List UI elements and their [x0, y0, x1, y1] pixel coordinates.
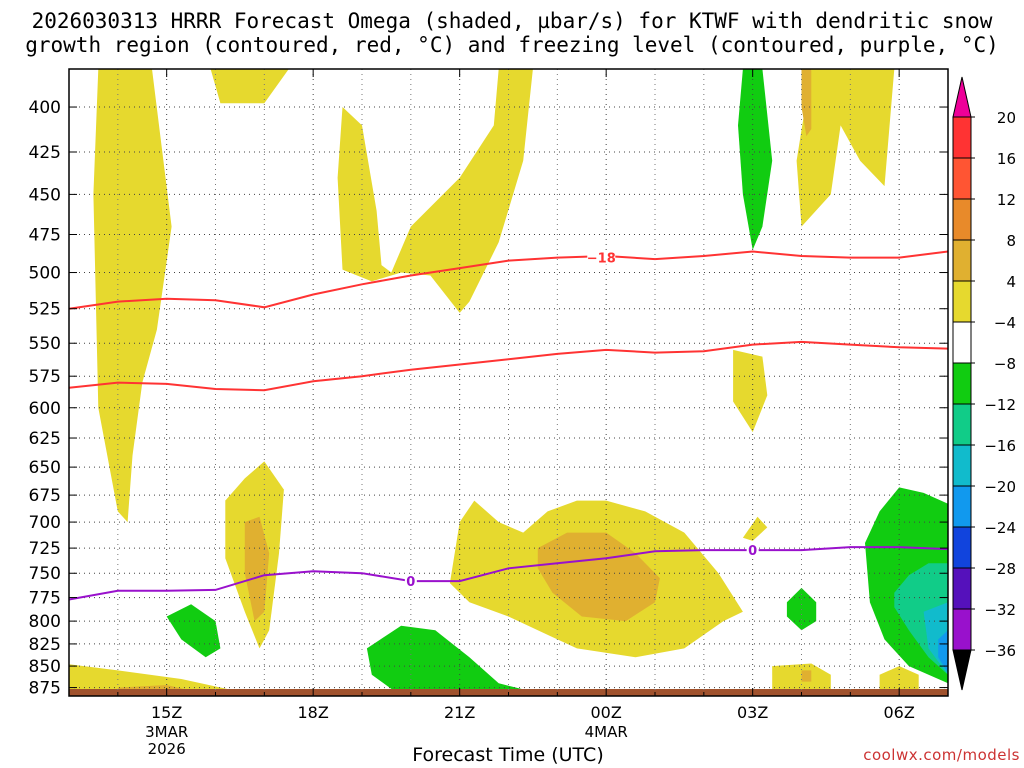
y-tick-label: 525	[29, 300, 61, 320]
omega-shaded-region	[166, 604, 221, 658]
contour-label-bg	[587, 250, 616, 265]
x-tick-label: 21Z	[444, 703, 475, 722]
chart-title-line-1: 2026030313 HRRR Forecast Omega (shaded, …	[31, 9, 993, 33]
omega-shaded-region	[69, 664, 240, 696]
y-tick-label: 800	[29, 612, 61, 632]
contour-label-bg	[746, 543, 759, 558]
x-tick-label: 03Z	[737, 703, 768, 722]
credit-link[interactable]: coolwx.com/models	[863, 746, 1020, 764]
colorbar-label: 20	[997, 109, 1016, 127]
omega-shaded-region	[742, 516, 768, 541]
y-tick-label: 775	[29, 589, 61, 609]
chart-title-line-2: growth region (contoured, red, °C) and f…	[25, 33, 999, 57]
colorbar-segment	[952, 485, 972, 528]
omega-shaded-region	[733, 349, 768, 433]
colorbar-label: −16	[984, 437, 1016, 455]
colorbar-segment	[952, 608, 972, 651]
y-tick-label: 575	[29, 367, 61, 387]
x-tick-label: 00Z	[591, 703, 622, 722]
contour-label: −18	[587, 252, 616, 267]
x-axis-label: Forecast Time (UTC)	[412, 744, 604, 766]
x-tick-label: 15Z	[151, 703, 182, 722]
omega-shaded-region	[244, 516, 270, 622]
colorbar-label: −12	[984, 396, 1016, 414]
contour-label-bg	[404, 574, 417, 589]
x-tick-label: 06Z	[884, 703, 915, 722]
colorbar-label: −20	[984, 478, 1016, 496]
y-tick-label: 875	[29, 679, 61, 699]
omega-shaded-region	[879, 666, 919, 696]
colorbar-segment	[952, 444, 972, 487]
omega-shaded-region	[337, 69, 533, 313]
colorbar-label: −24	[984, 519, 1016, 537]
colorbar-label: 16	[997, 150, 1016, 168]
x-tick-date: 3MAR	[145, 723, 188, 741]
colorbar-bottom-triangle	[952, 649, 972, 691]
omega-shaded-region	[801, 69, 812, 137]
colorbar-label: −28	[984, 560, 1016, 578]
colorbar-segment	[952, 198, 972, 241]
y-tick-label: 675	[29, 486, 61, 506]
y-tick-label: 450	[29, 185, 61, 205]
omega-shaded-region	[210, 69, 289, 104]
colorbar-label: −32	[984, 601, 1016, 619]
y-tick-label: 850	[29, 657, 61, 677]
omega-shaded-region	[738, 69, 773, 250]
omega-shaded-region	[796, 69, 895, 227]
y-tick-label: 650	[29, 458, 61, 478]
colorbar-segment	[952, 567, 972, 610]
y-tick-label: 825	[29, 635, 61, 655]
contour-label: 0	[748, 544, 757, 559]
colorbar-label: 4	[1006, 273, 1016, 291]
y-tick-label: 400	[29, 98, 61, 118]
x-tick-year: 2026	[148, 740, 186, 758]
colorbar-label: −8	[994, 355, 1016, 373]
x-tick-label: 18Z	[298, 703, 329, 722]
colorbar-label: −4	[994, 314, 1016, 332]
colorbar-label: 12	[997, 191, 1016, 209]
colorbar-label: −36	[984, 642, 1016, 660]
plot-area: −18 0 0	[69, 69, 948, 696]
omega-shaded-region	[93, 69, 172, 523]
colorbar-segment	[952, 280, 972, 323]
colorbar-segment	[952, 239, 972, 282]
colorbar-segment	[952, 157, 972, 200]
y-tick-label: 500	[29, 264, 61, 284]
colorbar-segment	[952, 116, 972, 159]
contour-label: 0	[406, 575, 415, 590]
colorbar-segment	[952, 403, 972, 446]
contour-dgz-minus12	[69, 340, 948, 392]
y-tick-label: 425	[29, 143, 61, 163]
contour-dgz-minus18	[69, 250, 948, 310]
colorbar-segment	[952, 362, 972, 405]
colorbar-segment	[952, 321, 972, 364]
contour-freezing-level	[69, 546, 948, 601]
colorbar-label: 8	[1006, 232, 1016, 250]
omega-shaded-region	[801, 670, 812, 682]
y-tick-label: 600	[29, 399, 61, 419]
y-tick-label: 700	[29, 513, 61, 533]
omega-shaded-region	[366, 625, 582, 696]
x-tick-date: 4MAR	[585, 723, 628, 741]
colorbar-top-triangle	[952, 76, 972, 118]
omega-shaded-region	[938, 630, 948, 673]
y-tick-label: 725	[29, 539, 61, 559]
y-tick-label: 625	[29, 429, 61, 449]
colorbar-segment	[952, 526, 972, 569]
y-tick-label: 475	[29, 225, 61, 245]
y-tick-label: 750	[29, 564, 61, 584]
y-tick-label: 550	[29, 334, 61, 354]
